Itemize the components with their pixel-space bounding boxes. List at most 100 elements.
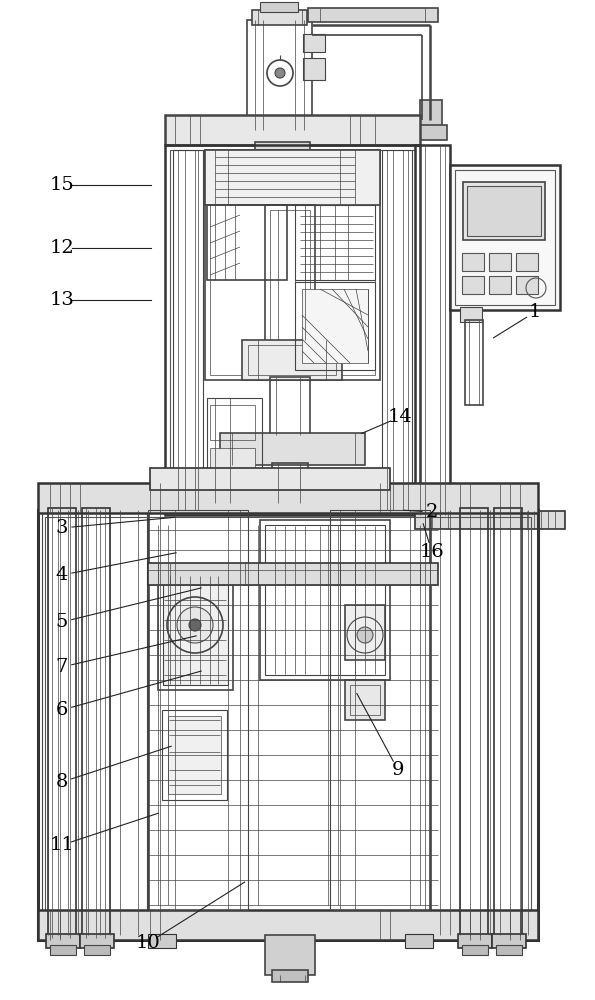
Bar [265, 525, 385, 675]
Bar [148, 510, 248, 910]
Bar [345, 680, 385, 720]
Circle shape [177, 607, 213, 643]
Bar [415, 125, 447, 140]
Circle shape [275, 68, 285, 78]
Bar [308, 8, 438, 22]
Text: 2: 2 [426, 503, 438, 521]
Bar [462, 945, 488, 955]
Text: 15: 15 [49, 176, 74, 194]
Bar [46, 934, 80, 948]
Bar [330, 510, 430, 910]
Bar [462, 253, 484, 271]
Bar [165, 115, 420, 145]
Text: 14: 14 [387, 408, 412, 426]
Bar [460, 307, 482, 322]
Bar [260, 157, 305, 167]
Bar [82, 508, 110, 938]
Bar [489, 253, 511, 271]
Bar [458, 934, 492, 948]
Text: 5: 5 [56, 613, 68, 631]
Text: 11: 11 [49, 836, 74, 854]
Bar [455, 170, 555, 305]
Bar [50, 945, 76, 955]
Text: 1: 1 [529, 303, 541, 321]
Circle shape [189, 619, 201, 631]
Bar [207, 398, 262, 503]
Text: 7: 7 [56, 658, 68, 676]
Bar [516, 276, 538, 294]
Text: 16: 16 [419, 543, 444, 561]
Bar [255, 142, 310, 160]
Bar [150, 468, 390, 490]
Bar [220, 433, 365, 465]
Bar [405, 934, 433, 948]
Bar [496, 945, 522, 955]
Bar [205, 150, 380, 205]
Circle shape [357, 627, 373, 643]
Bar [38, 510, 148, 940]
Bar [489, 276, 511, 294]
Bar [38, 483, 538, 513]
Bar [148, 934, 176, 948]
Bar [260, 520, 390, 680]
Bar [210, 405, 255, 440]
Bar [492, 934, 526, 948]
Bar [430, 510, 538, 940]
Bar [295, 205, 375, 280]
Bar [38, 510, 538, 940]
Bar [165, 145, 420, 515]
Bar [207, 205, 287, 280]
Bar [265, 935, 315, 975]
Text: 8: 8 [56, 773, 68, 791]
Bar [80, 934, 114, 948]
Bar [48, 508, 76, 938]
Bar [516, 253, 538, 271]
Bar [460, 508, 488, 938]
Text: 12: 12 [49, 239, 74, 257]
Bar [38, 910, 538, 940]
Bar [270, 210, 310, 340]
Bar [350, 685, 380, 715]
Bar [494, 508, 522, 938]
Bar [170, 150, 415, 510]
Bar [382, 150, 412, 510]
Text: 6: 6 [56, 701, 68, 719]
Bar [272, 463, 308, 503]
Bar [45, 517, 531, 933]
Bar [148, 563, 438, 585]
Bar [173, 150, 203, 510]
Text: 9: 9 [392, 761, 404, 779]
Bar [247, 20, 312, 130]
Bar [210, 155, 375, 375]
Bar [467, 186, 541, 236]
Bar [163, 575, 228, 685]
Text: 13: 13 [49, 291, 74, 309]
Bar [210, 448, 255, 470]
Bar [265, 205, 315, 345]
Bar [168, 716, 221, 794]
Bar [260, 2, 298, 12]
Text: 10: 10 [136, 934, 161, 952]
Bar [242, 340, 342, 380]
Bar [252, 10, 307, 25]
Bar [303, 34, 325, 52]
Bar [84, 945, 110, 955]
Bar [272, 970, 308, 982]
Bar [415, 145, 450, 515]
Text: 4: 4 [56, 566, 68, 584]
Bar [162, 710, 227, 800]
Bar [415, 511, 565, 529]
Bar [295, 282, 375, 370]
Bar [205, 150, 380, 380]
Bar [420, 100, 442, 130]
Bar [450, 165, 560, 310]
Bar [302, 289, 368, 363]
Bar [248, 345, 336, 375]
Bar [303, 58, 325, 80]
Bar [42, 510, 147, 935]
Bar [345, 605, 385, 660]
Bar [462, 276, 484, 294]
Bar [158, 570, 233, 690]
Bar [463, 182, 545, 240]
Text: 3: 3 [56, 519, 68, 537]
